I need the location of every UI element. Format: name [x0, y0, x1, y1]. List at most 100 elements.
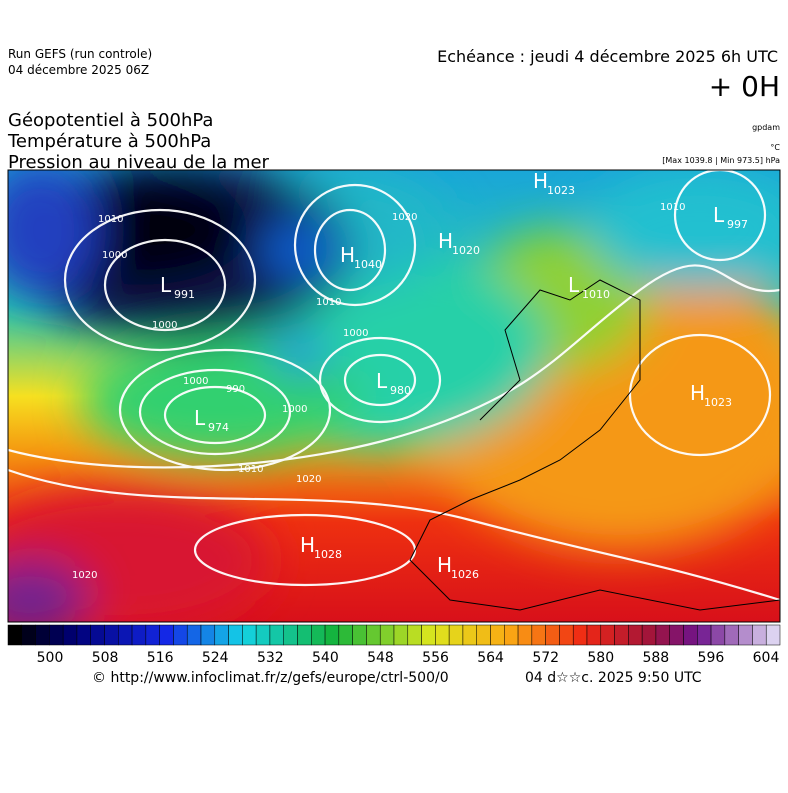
colorbar-swatch: [586, 624, 602, 646]
isobar-label: 990: [226, 384, 245, 395]
colorbar-tick-label: 604: [753, 650, 780, 666]
colorbar-swatch: [572, 624, 588, 646]
isobar-label: 1000: [282, 404, 307, 415]
center-value: 991: [174, 288, 195, 301]
center-value: 1023: [547, 184, 575, 197]
source: © http://www.infoclimat.fr/z/gefs/europe…: [92, 670, 449, 686]
generated: 04 d☆☆c. 2025 9:50 UTC: [525, 670, 702, 686]
center-letter: H: [690, 381, 705, 405]
colorbar-swatch: [228, 624, 243, 646]
colorbar-swatch: [476, 624, 491, 646]
colorbar-swatch: [145, 624, 160, 646]
valid-time: Echéance : jeudi 4 décembre 2025 6h UTC: [437, 47, 778, 66]
colorbar-swatch: [118, 624, 133, 646]
colorbar-swatch: [448, 624, 464, 646]
center-letter: L: [194, 406, 206, 430]
center-letter: H: [340, 243, 355, 267]
colorbar-swatch: [669, 624, 684, 646]
colorbar-swatch: [393, 624, 409, 646]
colorbar-swatch: [214, 624, 229, 646]
center-letter: L: [568, 273, 580, 297]
colorbar-swatch: [21, 624, 36, 646]
colorbar-swatch: [724, 624, 739, 646]
colorbar-swatch: [435, 624, 450, 646]
colorbar-swatch: [297, 624, 312, 646]
center-letter: L: [713, 203, 725, 227]
colorbar-swatch: [683, 624, 698, 646]
center-letter: H: [437, 553, 452, 577]
colorbar-tick-label: 532: [257, 650, 284, 666]
colorbar-tick-label: 588: [642, 650, 669, 666]
isobar-label: 1010: [316, 297, 341, 308]
colorbar-swatch: [379, 624, 395, 646]
center-value: 1028: [314, 548, 342, 561]
center-value: 1040: [354, 258, 382, 271]
colorbar-swatch: [324, 624, 340, 646]
isobar-label: 1020: [72, 570, 97, 581]
colorbar-tick-label: 500: [37, 650, 64, 666]
colorbar: 500 508 516 524 532 540 548 556 564 572 580 588 596 6…: [7, 624, 781, 666]
colorbar-swatch: [131, 624, 147, 646]
center-value: 980: [390, 384, 411, 397]
isobar-label: 1010: [98, 214, 123, 225]
center-value: 1010: [582, 288, 610, 301]
title: Température à 500hPa: [7, 131, 211, 152]
isobar-label: 1020: [392, 212, 417, 223]
colorbar-tick-label: 572: [532, 650, 559, 666]
center-letter: L: [376, 369, 388, 393]
colorbar-swatch: [186, 624, 202, 646]
colorbar-swatch: [421, 624, 436, 646]
center-value: 1020: [452, 244, 480, 257]
center-letter: H: [533, 169, 548, 193]
colorbar-swatch: [255, 624, 271, 646]
colorbar-swatch: [366, 624, 381, 646]
colorbar-swatch: [352, 624, 367, 646]
isobar-label: 1000: [102, 250, 127, 261]
colorbar-swatch: [462, 624, 477, 646]
colorbar-swatch: [531, 624, 546, 646]
run-label: Run GEFS (run controle): [8, 47, 152, 61]
colorbar-tick-label: 596: [698, 650, 725, 666]
colorbar-tick-label: 508: [92, 650, 119, 666]
colorbar-tick-label: 516: [147, 650, 174, 666]
colorbar-tick-label: 580: [587, 650, 614, 666]
colorbar-swatch: [90, 624, 105, 646]
colorbar-tick-label: 548: [367, 650, 394, 666]
unit: °C: [770, 143, 780, 152]
unit: gpdam: [752, 123, 780, 132]
colorbar-swatch: [710, 624, 726, 646]
center-value: 997: [727, 218, 748, 231]
lead-time: + 0H: [709, 70, 780, 103]
center-value: 1023: [704, 396, 732, 409]
center-letter: H: [438, 229, 453, 253]
colorbar-swatch: [559, 624, 574, 646]
colorbar-tick-label: 540: [312, 650, 339, 666]
isobar-label: 1010: [238, 464, 263, 475]
colorbar-swatch: [35, 624, 50, 646]
colorbar-tick-label: 556: [422, 650, 449, 666]
isobar-label: 1000: [183, 376, 208, 387]
colorbar-swatch: [600, 624, 615, 646]
colorbar-tick-label: 524: [202, 650, 229, 666]
colorbar-swatch: [504, 624, 519, 646]
colorbar-swatch: [628, 624, 643, 646]
colorbar-swatch: [752, 624, 767, 646]
colorbar-swatch: [104, 624, 119, 646]
colorbar-swatch: [545, 624, 560, 646]
isobar-label: 1000: [343, 328, 368, 339]
colorbar-swatch: [311, 624, 326, 646]
colorbar-swatch: [614, 624, 629, 646]
colorbar-swatch: [738, 624, 753, 646]
isobar-label: 1000: [152, 320, 177, 331]
colorbar-tick-label: 564: [477, 650, 504, 666]
colorbar-swatch: [490, 624, 505, 646]
center-value: 974: [208, 421, 229, 434]
title: Géopotentiel à 500hPa: [8, 110, 213, 131]
title: Pression au niveau de la mer: [8, 152, 270, 173]
center-letter: H: [300, 533, 315, 557]
colorbar-swatch: [517, 624, 533, 646]
isobar-label: 1020: [296, 474, 321, 485]
